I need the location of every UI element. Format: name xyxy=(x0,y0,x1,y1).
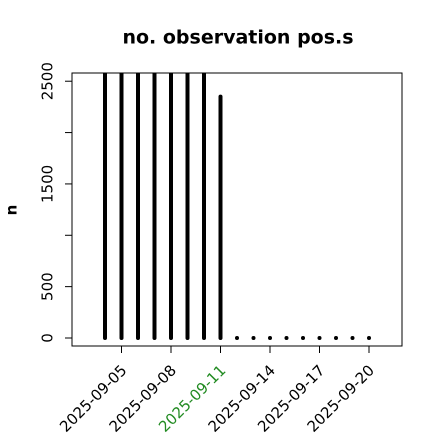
plot-area xyxy=(103,73,371,340)
chart-title: no. observation pos.s xyxy=(122,27,353,49)
plot-frame xyxy=(71,72,403,347)
y-tick-label: 1500 xyxy=(39,165,57,203)
y-tick-label: 500 xyxy=(39,272,57,301)
y-tick-label: 0 xyxy=(39,333,57,343)
y-axis-label: n xyxy=(3,205,21,216)
y-tick-label: 2500 xyxy=(39,62,57,100)
